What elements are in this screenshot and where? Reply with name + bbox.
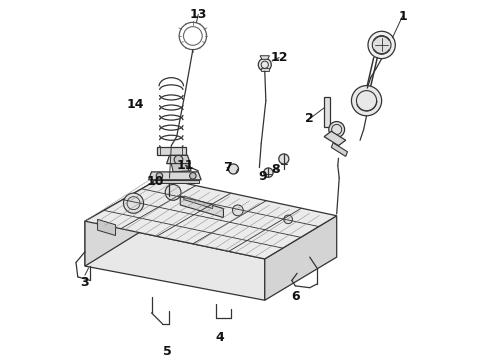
Polygon shape: [85, 221, 265, 300]
Circle shape: [165, 184, 181, 200]
Text: 2: 2: [305, 112, 314, 125]
Text: 5: 5: [163, 345, 172, 358]
Polygon shape: [157, 148, 186, 156]
Text: 9: 9: [258, 170, 267, 183]
Polygon shape: [167, 156, 190, 163]
Text: 11: 11: [177, 159, 195, 172]
Circle shape: [329, 122, 344, 138]
Polygon shape: [324, 131, 345, 146]
Polygon shape: [172, 163, 191, 172]
Circle shape: [372, 36, 391, 54]
Text: 6: 6: [291, 290, 300, 303]
Circle shape: [232, 205, 243, 216]
Polygon shape: [324, 97, 329, 127]
Text: 4: 4: [216, 331, 224, 344]
Polygon shape: [85, 178, 337, 259]
Circle shape: [351, 86, 382, 116]
Circle shape: [264, 168, 273, 177]
Text: 1: 1: [399, 10, 408, 23]
Polygon shape: [260, 56, 270, 59]
Polygon shape: [180, 196, 223, 217]
Text: 8: 8: [271, 162, 280, 176]
Polygon shape: [148, 172, 201, 180]
Circle shape: [284, 215, 293, 224]
Circle shape: [228, 164, 239, 174]
Polygon shape: [184, 196, 213, 208]
Text: 10: 10: [147, 175, 164, 188]
Text: 12: 12: [270, 51, 288, 64]
Polygon shape: [261, 68, 269, 71]
Circle shape: [258, 58, 271, 71]
Polygon shape: [153, 180, 199, 183]
Polygon shape: [98, 219, 116, 235]
Text: 7: 7: [222, 161, 231, 174]
Circle shape: [190, 172, 196, 179]
Text: 3: 3: [81, 276, 89, 289]
Text: 14: 14: [126, 98, 144, 111]
Polygon shape: [85, 178, 161, 266]
Circle shape: [279, 154, 289, 164]
Circle shape: [368, 31, 395, 59]
Circle shape: [156, 172, 163, 179]
Circle shape: [123, 193, 144, 213]
Text: 13: 13: [190, 8, 207, 21]
Polygon shape: [331, 143, 347, 157]
Circle shape: [174, 156, 183, 164]
Polygon shape: [265, 216, 337, 300]
